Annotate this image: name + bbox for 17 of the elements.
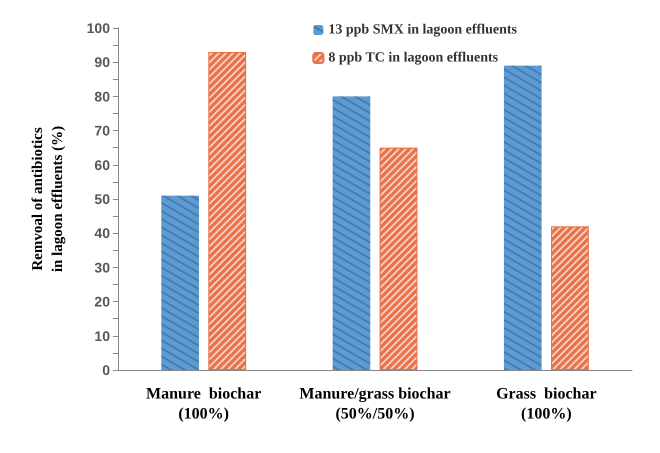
x-tick-label: Manure biochar (100%)	[146, 386, 262, 422]
y-tick-label: 50	[94, 191, 110, 207]
x-tick-label: Grass biochar (100%)	[496, 386, 597, 422]
x-tick-label: Manure/grass biochar (50%/50%)	[299, 386, 451, 422]
y-tick-label: 60	[94, 156, 110, 173]
y-tick-label: 90	[94, 54, 110, 70]
y-tick-label: 80	[94, 88, 110, 104]
y-tick-label: 0	[102, 362, 110, 378]
legend-label: 13 ppb SMX in lagoon effluents	[328, 22, 518, 38]
legend-label: 8 ppb TC in lagoon effluents	[328, 50, 499, 66]
y-tick-label: 40	[94, 225, 110, 242]
y-tick-label: 70	[94, 122, 110, 139]
y-tick-label: 10	[94, 328, 110, 344]
y-tick-label: 100	[86, 20, 110, 36]
y-tick-label: 20	[94, 294, 110, 310]
y-axis-title: Remvoal of antibiotics in lagoon effluents (%)	[30, 126, 66, 272]
y-tick-label: 30	[94, 259, 110, 276]
